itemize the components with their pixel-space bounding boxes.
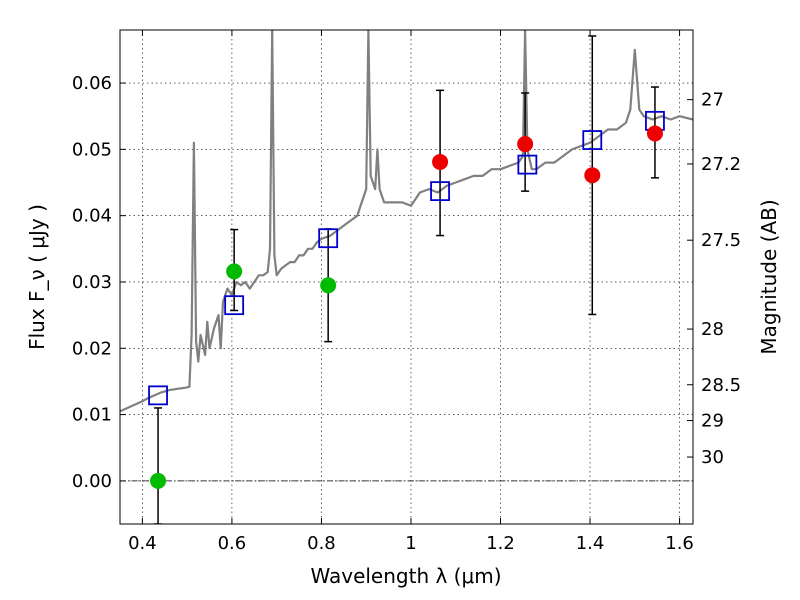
y-tick-label: 0.04	[72, 206, 112, 227]
data-point	[432, 153, 449, 170]
right-tick-label: 27.5	[701, 230, 741, 251]
right-tick-label: 28	[701, 319, 724, 340]
observed-photometry-points	[150, 125, 663, 489]
error-bars	[154, 35, 659, 524]
y-tick-label: 0.02	[72, 338, 112, 359]
model-box	[430, 181, 450, 202]
grid-lines	[120, 30, 693, 524]
y-tick-label: 0.03	[72, 272, 112, 293]
y-axis-label: Flux F_ν ( μJy )	[25, 204, 49, 350]
data-point	[584, 167, 601, 184]
right-axis-label: Magnitude (AB)	[757, 199, 781, 354]
data-point	[517, 136, 534, 153]
x-tick-label: 1.6	[665, 533, 694, 554]
right-tick-label: 27	[701, 90, 724, 111]
x-tick-label: 0.6	[218, 533, 247, 554]
plot-area	[120, 30, 693, 524]
model-box	[224, 295, 245, 316]
y-tick-label: 0.00	[72, 471, 112, 492]
plot-frame	[119, 29, 694, 525]
right-tick-label: 28.5	[701, 375, 741, 396]
data-point	[646, 125, 663, 142]
x-axis-label: Wavelength λ (μm)	[310, 564, 501, 588]
model-box	[148, 385, 168, 406]
y-tick-label: 0.01	[72, 405, 112, 426]
data-point	[226, 263, 243, 280]
model-box	[517, 154, 538, 175]
model-photometry-boxes	[148, 110, 665, 406]
model-box	[582, 130, 603, 150]
right-tick-label: 30	[701, 447, 724, 468]
x-tick-label: 1	[405, 533, 416, 554]
data-point	[150, 472, 167, 489]
right-tick-label: 27.2	[701, 154, 741, 175]
x-tick-label: 0.8	[307, 533, 336, 554]
model-box	[318, 228, 339, 249]
y-tick-label: 0.06	[72, 73, 112, 94]
data-point	[320, 277, 337, 294]
y-tick-label: 0.05	[72, 139, 112, 160]
x-tick-label: 1.2	[486, 533, 515, 554]
right-tick-label: 29	[701, 411, 724, 432]
x-tick-label: 0.4	[128, 533, 157, 554]
spectrum-line	[120, 30, 693, 413]
x-tick-label: 1.4	[576, 533, 605, 554]
axis-ticks: 0.4 0.6 0.8 1 1.2 1.4 1.6 0.00 0.01 0.02 0.03 0.04 0…	[72, 30, 741, 554]
